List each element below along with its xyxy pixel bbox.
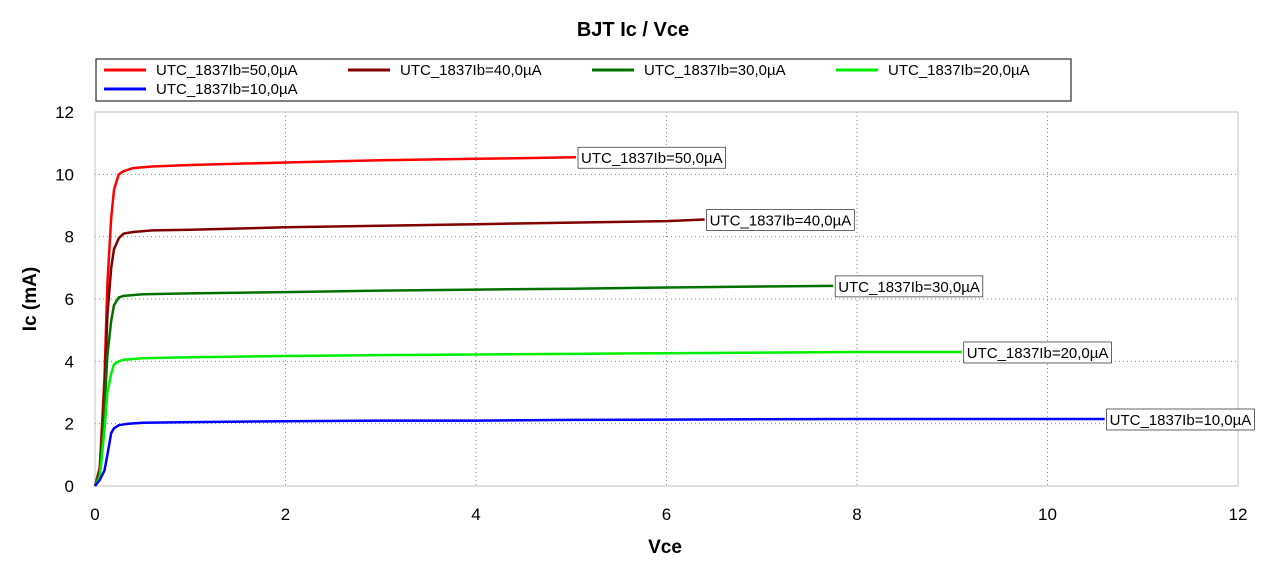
series-annotation-box — [706, 209, 855, 231]
series-line — [93, 155, 577, 487]
legend-label: UTC_1837Ib=10,0µA — [156, 81, 298, 98]
y-tick-label: 0 — [65, 477, 74, 496]
series-line — [94, 417, 1105, 487]
y-tick-label: 6 — [65, 290, 74, 309]
series-annotation-label: UTC_1837Ib=10,0µA — [1110, 412, 1252, 429]
x-tick-label: 4 — [471, 505, 480, 524]
plot-area — [94, 111, 1239, 487]
series-annotation-box — [1106, 408, 1255, 431]
series-annotation-box — [834, 275, 984, 298]
y-tick-label: 2 — [65, 415, 74, 434]
x-tick-label: 0 — [90, 505, 99, 524]
x-tick-label: 12 — [1229, 505, 1248, 524]
y-tick-label: 4 — [65, 352, 74, 371]
series-annotation-label: UTC_1837Ib=40,0µA — [710, 213, 852, 230]
legend-box — [95, 58, 1072, 102]
legend-label: UTC_1837Ib=30,0µA — [644, 62, 786, 79]
x-tick-label: 6 — [662, 505, 671, 524]
y-tick-label: 8 — [65, 228, 74, 247]
series-annotation-label: UTC_1837Ib=30,0µA — [838, 279, 980, 296]
legend-label: UTC_1837Ib=20,0µA — [888, 62, 1030, 79]
x-axis-label: Vce — [648, 537, 682, 558]
x-tick-label: 8 — [852, 505, 861, 524]
y-axis-label: Ic (mA) — [20, 267, 41, 331]
y-tick-label: 10 — [55, 165, 74, 184]
x-tick-label: 2 — [281, 505, 290, 524]
y-tick-label: 12 — [55, 103, 74, 122]
series-line — [93, 284, 834, 487]
series-annotation-label: UTC_1837Ib=20,0µA — [967, 345, 1109, 362]
legend: UTC_1837Ib=50,0µA UTC_1837Ib=40,0µA UTC_18… — [95, 58, 1072, 102]
legend-label: UTC_1837Ib=50,0µA — [156, 62, 298, 79]
series-group — [93, 155, 1105, 487]
legend-label: UTC_1837Ib=40,0µA — [400, 62, 542, 79]
x-tick-label: 10 — [1038, 505, 1057, 524]
series-annotation-box — [963, 341, 1112, 364]
chart-title: BJT Ic / Vce — [577, 19, 689, 41]
series-annotation-box — [577, 146, 726, 169]
series-annotations: UTC_1837Ib=50,0µA UTC_1837Ib=40,0µA UTC_18… — [577, 146, 1255, 431]
series-annotation-label: UTC_1837Ib=50,0µA — [581, 150, 723, 167]
series-line — [93, 350, 962, 487]
ticks: 0 2 4 6 8 10 12 0 2 4 6 8 10 12 — [55, 103, 1247, 524]
series-line — [93, 218, 705, 487]
